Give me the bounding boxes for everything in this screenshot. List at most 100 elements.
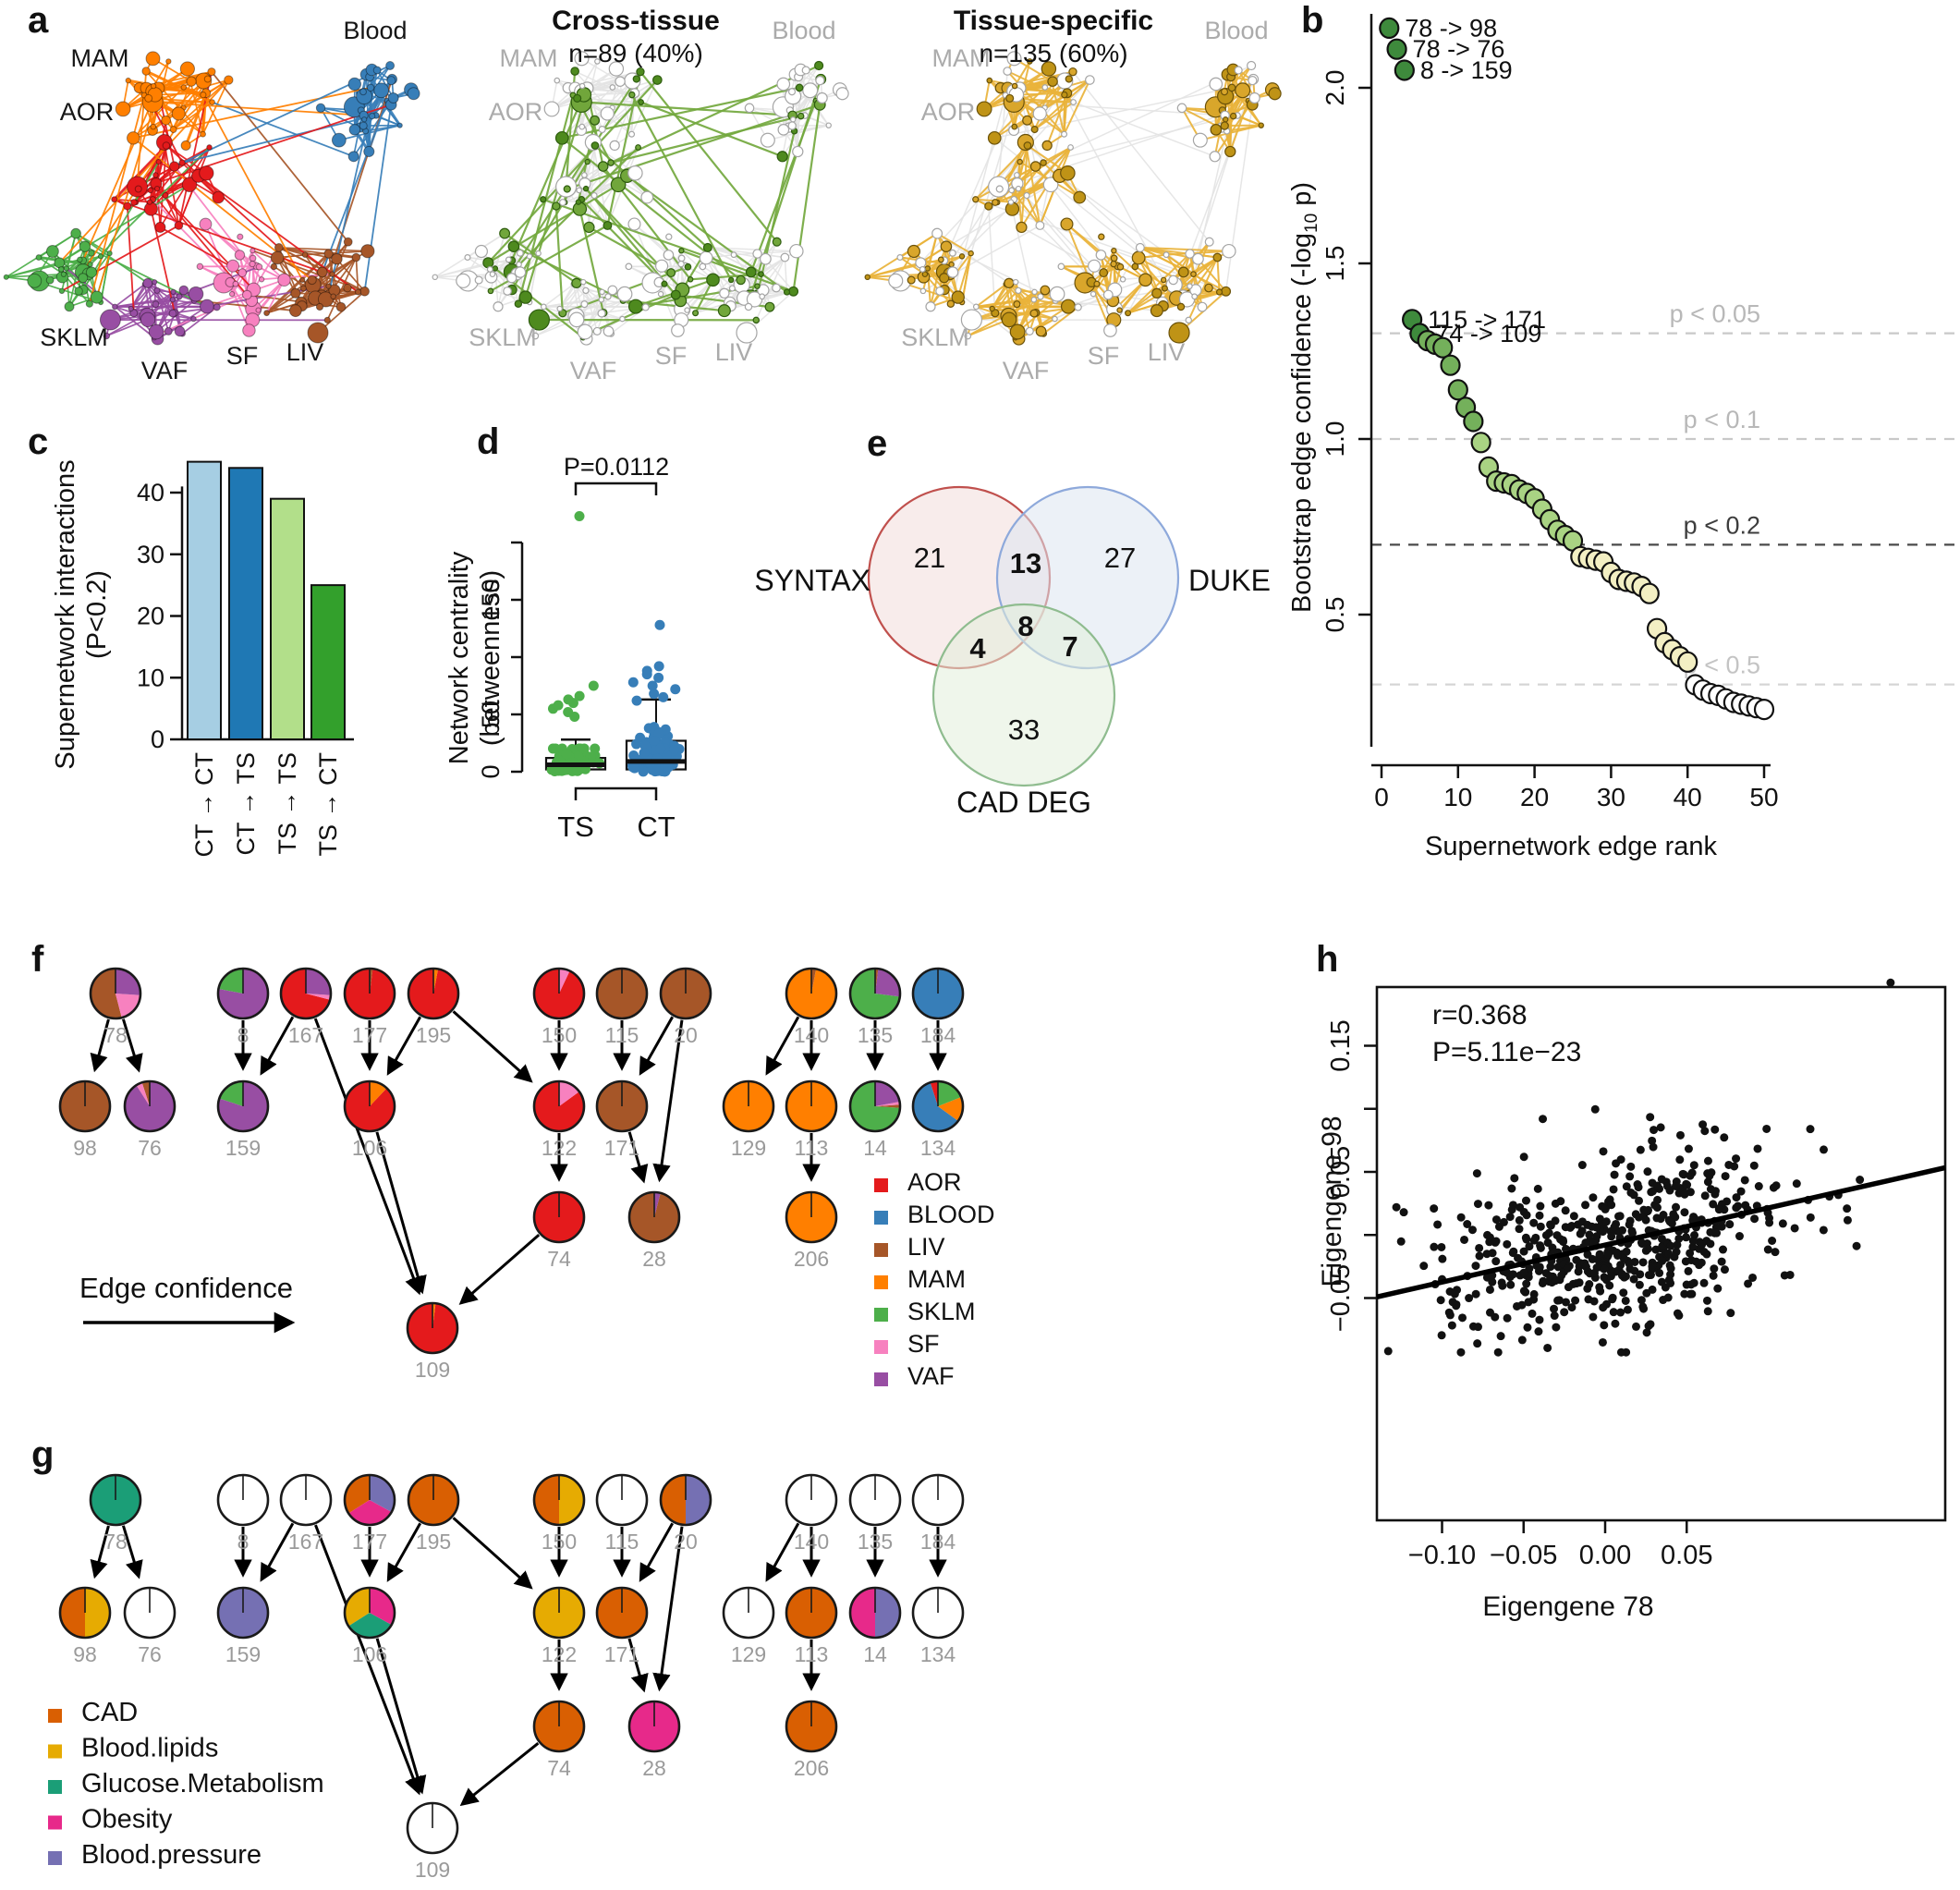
svg-text:150: 150	[477, 579, 505, 620]
panel-h-scatter: −0.10 −0.05 0.00 0.05 −0.05 0.05 0.15	[1326, 978, 1947, 1570]
svg-text:21: 21	[914, 542, 945, 574]
svg-text:74: 74	[547, 1756, 571, 1780]
svg-text:0.05: 0.05	[1326, 1146, 1356, 1198]
svg-text:−0.05: −0.05	[1490, 1541, 1557, 1570]
svg-text:LIV: LIV	[286, 338, 324, 366]
svg-text:129: 129	[731, 1642, 766, 1666]
svg-text:113: 113	[795, 1642, 829, 1666]
svg-text:−0.05: −0.05	[1326, 1264, 1356, 1332]
panel-letter-f: f	[31, 939, 44, 980]
d-y-axis-title-line1: Network centrality	[444, 551, 474, 765]
svg-text:0.05: 0.05	[1661, 1541, 1712, 1570]
svg-text:0: 0	[477, 764, 505, 778]
svg-text:20: 20	[137, 603, 164, 630]
edge-confidence-label: Edge confidence	[79, 1272, 293, 1304]
svg-text:177: 177	[352, 1023, 387, 1047]
svg-text:14: 14	[863, 1642, 887, 1666]
svg-text:206: 206	[794, 1247, 829, 1271]
svg-text:0: 0	[1374, 783, 1389, 811]
svg-text:MAM: MAM	[71, 44, 129, 72]
panel-e-venn: 21 27 33 13 84 7	[867, 485, 1180, 787]
svg-text:SKLM: SKLM	[901, 323, 969, 351]
panel-letter-b: b	[1301, 0, 1324, 41]
svg-text:20: 20	[674, 1530, 698, 1554]
svg-text:115 -> 171: 115 -> 171	[1428, 306, 1546, 334]
svg-text:SKLM: SKLM	[40, 323, 108, 351]
b-y-axis-title-pre: Bootstrap edge confidence (-log	[1287, 232, 1318, 614]
svg-text:0.15: 0.15	[1326, 1019, 1356, 1071]
b-x-axis-title: Supernetwork edge rank	[1425, 832, 1717, 861]
svg-text:TS → CT: TS → CT	[314, 752, 342, 857]
svg-text:8: 8	[237, 1023, 250, 1047]
panel-a-networks: MAM Blood AOR SKLM VAF SF LIV MAM Blood AOR SKLM VA…	[3, 17, 1282, 384]
svg-text:Blood: Blood	[343, 17, 407, 44]
cross-tissue-subtitle: n=89 (40%)	[568, 39, 703, 67]
panel-g-dag: 78 8 167 177 195 150 115 20 140 135 184 98 76 159 106 1…	[48, 1473, 965, 1882]
svg-text:13: 13	[1010, 547, 1041, 579]
svg-text:195: 195	[416, 1530, 451, 1554]
svg-text:7: 7	[1062, 630, 1077, 663]
svg-text:Blood.lipids: Blood.lipids	[81, 1734, 218, 1763]
svg-text:122: 122	[542, 1136, 577, 1160]
svg-text:CT → CT: CT → CT	[190, 752, 218, 858]
svg-text:150: 150	[542, 1023, 577, 1047]
svg-text:Blood: Blood	[772, 17, 835, 44]
svg-text:SKLM: SKLM	[907, 1298, 976, 1325]
svg-text:78: 78	[103, 1023, 128, 1047]
svg-text:98: 98	[73, 1642, 97, 1666]
d-p-value-label: P=0.0112	[563, 453, 670, 481]
cross-tissue-title: Cross-tissue	[552, 6, 720, 36]
svg-text:33: 33	[1008, 713, 1040, 746]
svg-text:122: 122	[542, 1642, 577, 1666]
svg-text:8: 8	[1017, 610, 1033, 642]
svg-text:VAF: VAF	[907, 1362, 955, 1390]
svg-text:8 -> 159: 8 -> 159	[1420, 56, 1513, 84]
svg-text:LIV: LIV	[1148, 338, 1186, 366]
panel-b-rank-plot: p < 0.05p < 0.1p < 0.2p < 0.50.51.01.52.…	[1321, 14, 1957, 811]
svg-text:SF: SF	[1088, 342, 1120, 370]
panel-c-bar-chart: 0 10 20 30 40 CT → CT CT → TS TS → TS TS → CT	[137, 460, 354, 858]
svg-text:0.00: 0.00	[1579, 1541, 1631, 1570]
svg-text:134: 134	[920, 1642, 956, 1666]
svg-text:109: 109	[415, 1358, 450, 1382]
svg-text:27: 27	[1104, 542, 1136, 574]
svg-text:98: 98	[73, 1136, 97, 1160]
svg-text:p < 0.2: p < 0.2	[1684, 511, 1760, 539]
panel-letter-h: h	[1316, 939, 1339, 980]
svg-text:78 -> 98: 78 -> 98	[1405, 14, 1497, 42]
svg-text:VAF: VAF	[570, 357, 617, 384]
svg-text:135: 135	[858, 1530, 893, 1554]
svg-text:10: 10	[137, 664, 164, 691]
svg-text:0.5: 0.5	[1321, 597, 1349, 633]
svg-text:171: 171	[604, 1642, 639, 1666]
svg-text:VAF: VAF	[141, 357, 189, 384]
svg-text:115: 115	[605, 1530, 639, 1554]
network-all: MAM Blood AOR SKLM VAF SF LIV	[3, 17, 420, 384]
panel-d-boxplot: 0 50 150 TS CT	[477, 482, 688, 843]
panel-letter-d: d	[477, 421, 500, 462]
svg-text:VAF: VAF	[1003, 357, 1050, 384]
svg-text:167: 167	[288, 1023, 323, 1047]
svg-text:140: 140	[794, 1023, 829, 1047]
svg-text:78: 78	[103, 1530, 128, 1554]
svg-text:171: 171	[604, 1136, 639, 1160]
svg-text:78 -> 76: 78 -> 76	[1413, 35, 1505, 63]
h-pvalue-label: P=5.11e−23	[1432, 1037, 1582, 1067]
svg-text:CT → TS: CT → TS	[232, 752, 260, 856]
tissue-specific-title: Tissue-specific	[953, 6, 1154, 36]
panel-f-dag: 78 8 167 177 195 150 115 20 140 135 184 98 76 159 106 1…	[58, 967, 995, 1390]
svg-text:76: 76	[138, 1642, 162, 1666]
svg-text:40: 40	[1674, 783, 1702, 811]
c-y-axis-title-line2: (P<0.2)	[82, 570, 112, 659]
svg-text:20: 20	[674, 1023, 698, 1047]
svg-text:184: 184	[920, 1530, 956, 1554]
svg-text:AOR: AOR	[489, 98, 543, 126]
svg-text:LIV: LIV	[907, 1233, 945, 1261]
svg-text:2.0: 2.0	[1321, 70, 1349, 106]
svg-text:14: 14	[863, 1136, 887, 1160]
venn-label-syntax: SYNTAX	[754, 564, 870, 597]
svg-text:113: 113	[795, 1136, 829, 1160]
svg-text:TS → TS: TS → TS	[274, 752, 301, 855]
svg-text:p < 0.05: p < 0.05	[1670, 300, 1760, 328]
svg-text:MAM: MAM	[500, 44, 558, 72]
